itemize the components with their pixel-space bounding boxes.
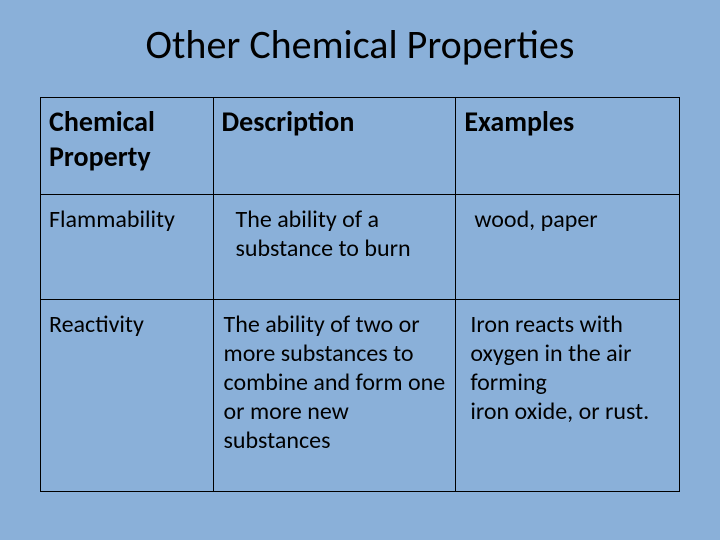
cell-examples: wood, paper xyxy=(456,195,680,300)
slide: Other Chemical Properties Chemical Prope… xyxy=(0,0,720,540)
page-title: Other Chemical Properties xyxy=(40,20,680,69)
table-row: Reactivity The ability of two or more su… xyxy=(41,300,680,492)
col-header-description: Description xyxy=(213,98,456,195)
cell-description: The ability of a substance to burn xyxy=(213,195,456,300)
cell-property: Flammability xyxy=(41,195,214,300)
cell-description: The ability of two or more substances to… xyxy=(213,300,456,492)
cell-examples: Iron reacts with oxygen in the air formi… xyxy=(456,300,680,492)
col-header-property: Chemical Property xyxy=(41,98,214,195)
cell-property: Reactivity xyxy=(41,300,214,492)
properties-table: Chemical Property Description Examples F… xyxy=(40,97,680,492)
table-header-row: Chemical Property Description Examples xyxy=(41,98,680,195)
col-header-examples: Examples xyxy=(456,98,680,195)
table-row: Flammability The ability of a substance … xyxy=(41,195,680,300)
